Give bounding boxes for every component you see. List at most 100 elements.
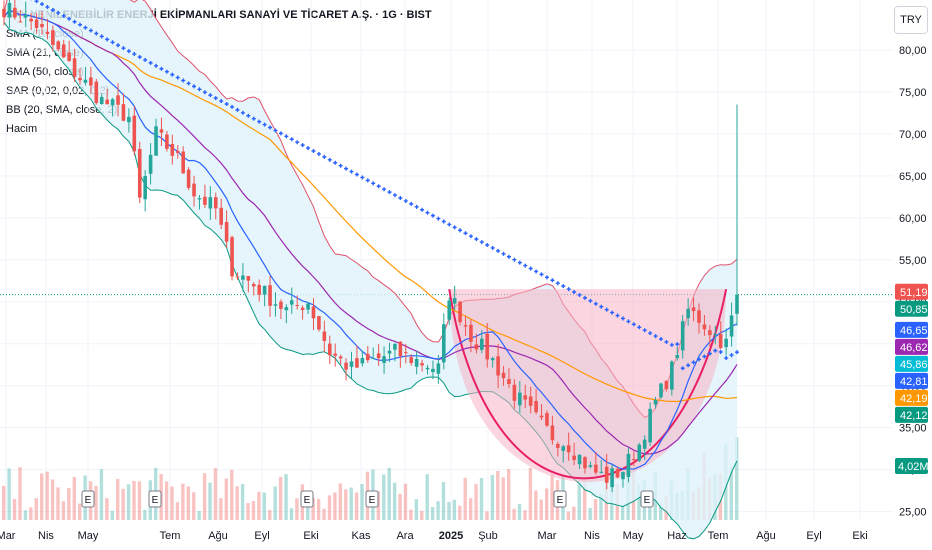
time-tick: Kas [352,530,371,542]
price-tag-bg [895,355,928,372]
candle-body [175,150,180,153]
sar-dot [452,225,457,230]
sar-dot [159,66,164,71]
indicator-bb[interactable]: BB (20, SMA, close, 2) [6,104,118,116]
price-tag-sma21: 46,62 [895,338,928,355]
price-axis: 25,0030,0035,0040,0045,0050,0055,0060,00… [899,45,927,519]
sar-dot [333,160,338,165]
candle-body [268,285,272,306]
candle-body [604,466,609,483]
candle-body [344,362,348,370]
time-tick: Ağu [756,530,776,542]
candle-body [724,338,728,348]
sar-dot [620,316,625,321]
volume-bar [132,480,136,520]
volume-bar [523,510,527,520]
candle-body [675,355,680,358]
candle-body [89,77,93,86]
candle-body [13,7,17,18]
cup-pattern [448,288,728,483]
candle-body [273,304,278,306]
candle-body [458,301,462,323]
volume-bar [344,489,348,520]
volume-bar [121,488,125,520]
sar-dot [485,243,490,248]
sar-dot [284,134,289,139]
candle-body [99,96,104,104]
candle-body [528,396,533,406]
candle-body [165,134,169,149]
candle-body [121,104,126,121]
volume-bar [110,510,114,520]
sar-dot [382,187,387,192]
volume-bar [230,469,234,520]
time-tick: Eki [303,530,318,542]
price-tag-sar: 46,65 [895,321,928,338]
volume-bar [338,483,343,520]
candle-body [387,350,392,354]
volume-bar [235,486,239,520]
volume-bar [485,511,489,520]
sar-dot [67,16,72,21]
price-tag-label: 46,65 [900,325,928,337]
candle-body [659,383,663,398]
candle-body [224,222,229,242]
sar-dot [251,116,256,121]
candle-body [697,310,701,323]
candle-body [469,324,473,342]
sar-dot [582,295,587,300]
candle-body [67,52,71,61]
price-tick: 80,00 [899,45,927,57]
earnings-label: E [85,495,92,506]
volume-bar [72,477,76,520]
sar-dot [637,325,642,330]
candle-body [447,300,452,320]
volume-bar [50,479,55,520]
sar-dot [349,169,354,174]
sar-dot [626,319,631,324]
candle-body [40,23,44,28]
indicator-sma50[interactable]: SMA (50, close) [6,66,84,78]
volume-bar [78,503,82,520]
candle-body [436,363,441,374]
candle-body [534,400,538,413]
sar-dot [675,342,680,347]
volume-bar [246,503,250,520]
earnings-label: E [369,495,376,506]
earnings-box [553,490,567,508]
time-tick: Ara [396,530,414,542]
earnings-marker: E [365,490,379,508]
volume-bar [620,504,625,520]
volume-bar [186,486,191,520]
sar-dot [669,342,674,347]
candle-body [686,308,690,319]
currency-button[interactable]: TRY [894,6,928,34]
sar-dot [257,119,262,124]
price-tag-bg [895,372,928,389]
sar-dot [528,266,533,271]
price-tag-bb-lower: 42,12 [895,406,928,423]
sar-dot [208,93,213,98]
sar-dot [387,190,392,195]
price-tick: 70,00 [899,129,927,141]
candle-body [197,198,202,200]
candle-body [452,297,457,304]
sar-dot [126,49,131,54]
candle-body [355,358,359,368]
volume-bar [534,490,538,520]
candle-body [518,392,522,406]
candle-body [203,196,207,205]
volume-bar [7,468,11,520]
volume-bar [67,487,71,520]
candle-body [148,154,153,174]
sar-dot [262,122,267,127]
sar-dot [88,28,93,33]
price-tag-label: 50,85 [900,304,928,316]
candle-body [664,380,669,389]
earnings-label: E [557,495,564,506]
sar-dot [398,196,403,201]
indicator-volume[interactable]: Hacim [6,123,38,135]
volume-bar [387,467,391,520]
